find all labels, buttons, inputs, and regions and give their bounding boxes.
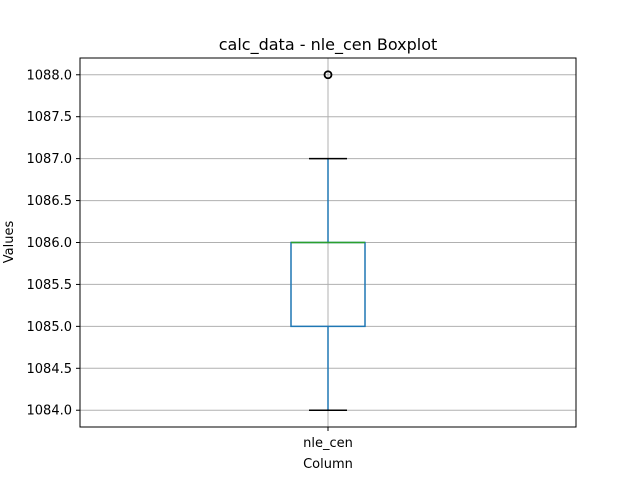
y-tick-label: 1086.0: [27, 236, 73, 251]
y-axis-ticks: 1084.0 1084.5 1085.0 1085.5 1086.0 1086.5 1087…: [27, 68, 80, 419]
chart-title: calc_data - nle_cen Boxplot: [219, 35, 438, 55]
y-axis-label: Values: [2, 221, 17, 264]
y-tick-label: 1085.5: [27, 278, 73, 293]
x-tick-label: nle_cen: [303, 436, 353, 451]
y-tick-label: 1087.0: [27, 152, 73, 167]
plot-frame: [79, 57, 577, 428]
y-tick-label: 1085.0: [27, 320, 73, 335]
x-axis-label: Column: [303, 457, 353, 472]
x-axis-ticks: nle_cen: [303, 427, 353, 451]
y-tick-label: 1084.0: [27, 404, 73, 419]
outlier-point: [323, 70, 333, 80]
y-tick-label: 1086.5: [27, 194, 73, 209]
y-tick-label: 1084.5: [27, 362, 73, 377]
y-tick-label: 1087.5: [27, 110, 73, 125]
box-series: [290, 70, 366, 411]
y-tick-label: 1088.0: [27, 68, 73, 83]
